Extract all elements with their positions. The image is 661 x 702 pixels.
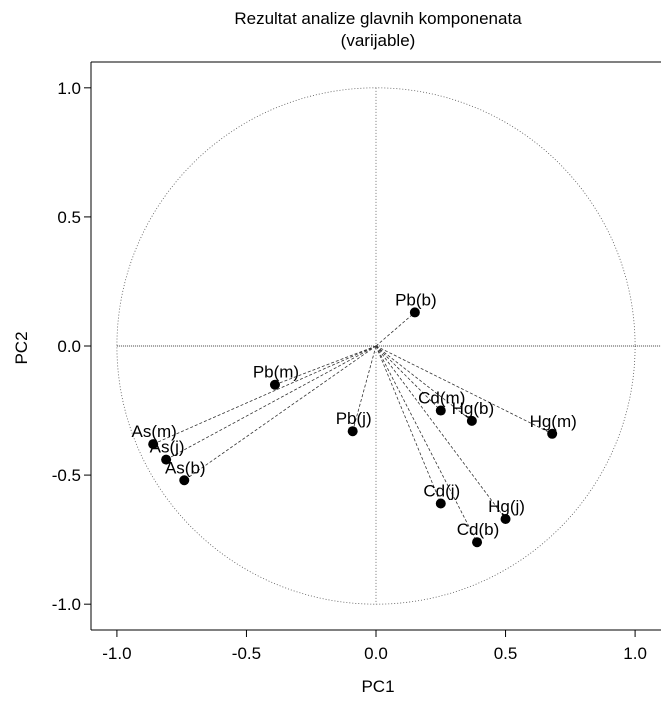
point-label: As(b) [165, 458, 206, 477]
data-point [472, 537, 483, 548]
x-tick-label: 0.5 [494, 644, 518, 663]
y-axis-label: PC2 [12, 331, 31, 364]
loading-vector [375, 345, 506, 520]
point-label: Cd(m) [418, 389, 465, 408]
loading-vector [375, 312, 416, 347]
point-label: Pb(j) [336, 409, 372, 428]
point-label: Hg(j) [488, 497, 525, 516]
data-point [547, 428, 558, 439]
point-label: Cd(j) [423, 481, 460, 500]
loading-vector [274, 345, 377, 386]
x-tick-label: -1.0 [102, 644, 131, 663]
point-label: Hg(m) [530, 412, 577, 431]
data-point [466, 415, 477, 426]
chart-subtitle: (varijable) [341, 31, 416, 50]
x-tick-label: 1.0 [623, 644, 647, 663]
y-tick-label: -1.0 [52, 595, 81, 614]
loading-vector [184, 345, 377, 481]
loading-vector [375, 345, 442, 504]
plot-layer: -1.0 -0.5 0.0 0.5 1.0 1.0 0.5 0.0 -0.5 -1.0 Pb(b) P… [52, 61, 661, 663]
loading-vector [153, 345, 377, 445]
loading-vector [375, 345, 478, 543]
chart-title: Rezultat analize glavnih komponenata [234, 9, 522, 28]
data-point [179, 475, 190, 486]
y-tick-label: 1.0 [57, 79, 81, 98]
data-point [161, 454, 172, 465]
data-point [347, 426, 358, 437]
y-tick-label: 0.0 [57, 337, 81, 356]
point-label: As(j) [150, 438, 185, 457]
data-point [409, 307, 420, 318]
data-point [435, 498, 446, 509]
data-point [269, 379, 280, 390]
point-label: Hg(b) [452, 399, 495, 418]
data-point [500, 513, 511, 524]
point-label: Pb(b) [395, 290, 437, 309]
point-label: Pb(m) [253, 363, 299, 382]
data-point [435, 405, 446, 416]
data-point [148, 439, 159, 450]
y-tick-label: 0.5 [57, 208, 81, 227]
point-label: Cd(b) [457, 520, 500, 539]
point-label: As(m) [132, 422, 177, 441]
x-tick-label: -0.5 [232, 644, 261, 663]
x-tick-label: 0.0 [364, 644, 388, 663]
x-axis-label: PC1 [361, 677, 394, 696]
loading-vector [375, 345, 442, 411]
loading-vector [375, 345, 553, 435]
y-tick-label: -0.5 [52, 466, 81, 485]
loading-vector [375, 345, 473, 422]
